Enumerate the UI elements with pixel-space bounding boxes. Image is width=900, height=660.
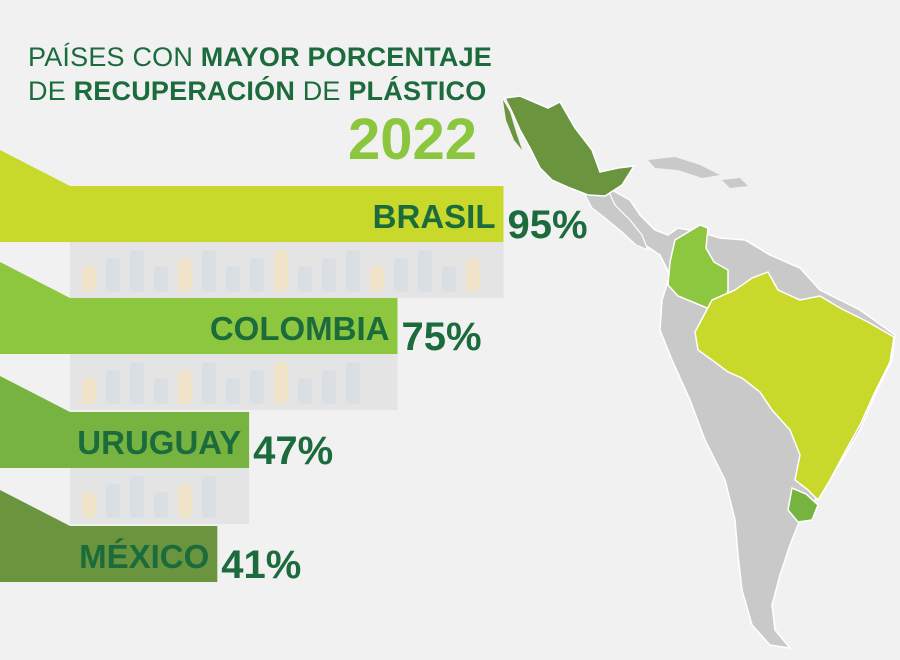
map-uruguay [787, 486, 819, 523]
south-america-map [503, 95, 896, 650]
title-text: DE [28, 76, 74, 106]
bar-méxico [0, 526, 218, 582]
title-text: PAÍSES CON [28, 42, 201, 72]
bottle-icon [82, 378, 96, 404]
map-cuba [648, 157, 720, 178]
bottle-icon [346, 250, 360, 292]
map-brasil [694, 271, 895, 502]
bottle-icon [130, 476, 144, 518]
bottle-icon [250, 258, 264, 292]
title-text-bold: PLÁSTICO [348, 76, 487, 106]
bar-colombia [0, 298, 398, 354]
value-label: 95% [508, 203, 588, 247]
map-hispaniola [722, 178, 748, 188]
bar-uruguay [0, 412, 250, 468]
bottle-icon [154, 378, 168, 404]
map-mexico [503, 95, 636, 197]
bottle-icon [154, 492, 168, 518]
bottle-icon [202, 250, 216, 292]
bottle-icon [298, 266, 312, 292]
bottle-icon [322, 370, 336, 404]
title-year: 2022 [348, 107, 478, 172]
bar-group: BRASIL 95% COLOMBIA 75% URUGUAY 47% MÉXICO 41% [0, 150, 588, 587]
bottle-icon [82, 492, 96, 518]
chart-title: PAÍSES CON MAYOR PORCENTAJE DE RECUPERAC… [28, 40, 508, 170]
bottle-icon [274, 250, 288, 292]
bar-brasil [0, 186, 504, 242]
map-baja [503, 100, 522, 150]
title-text-bold: RECUPERACIÓN [73, 76, 296, 106]
bottle-icon [106, 484, 120, 518]
bottle-icon [226, 266, 240, 292]
title-text: DE [295, 76, 349, 106]
bottle-icon [106, 370, 120, 404]
title-text-bold: MAYOR PORCENTAJE [200, 42, 492, 72]
value-label: 75% [402, 315, 482, 359]
bottle-icon [274, 362, 288, 404]
bottle-icon [202, 362, 216, 404]
bottle-icon [130, 250, 144, 292]
title-line-1: PAÍSES CON MAYOR PORCENTAJE [28, 40, 508, 74]
value-label: 47% [253, 429, 333, 473]
bottle-icon [178, 258, 192, 292]
bottle-icon [370, 266, 384, 292]
category-label: URUGUAY [77, 424, 241, 461]
bottle-icon [298, 378, 312, 404]
bottle-icon [226, 378, 240, 404]
value-label: 41% [221, 543, 301, 587]
category-label: COLOMBIA [210, 310, 390, 347]
bottle-icon [178, 484, 192, 518]
bottle-icon [394, 258, 408, 292]
bottle-icon [322, 258, 336, 292]
title-line-2: DE RECUPERACIÓN DE PLÁSTICO [28, 74, 508, 108]
bottle-icon [106, 258, 120, 292]
bottle-icon [202, 476, 216, 518]
category-label: BRASIL [373, 198, 496, 235]
bottle-icon [154, 266, 168, 292]
bottle-icon [82, 266, 96, 292]
bottle-icon [250, 370, 264, 404]
bottle-icon [418, 250, 432, 292]
bottle-icon [466, 258, 480, 292]
bottle-icon [442, 266, 456, 292]
category-label: MÉXICO [79, 538, 209, 575]
bottle-icon [130, 362, 144, 404]
map-central-america [584, 189, 650, 252]
bottle-icon [178, 370, 192, 404]
bottle-icon [346, 362, 360, 404]
